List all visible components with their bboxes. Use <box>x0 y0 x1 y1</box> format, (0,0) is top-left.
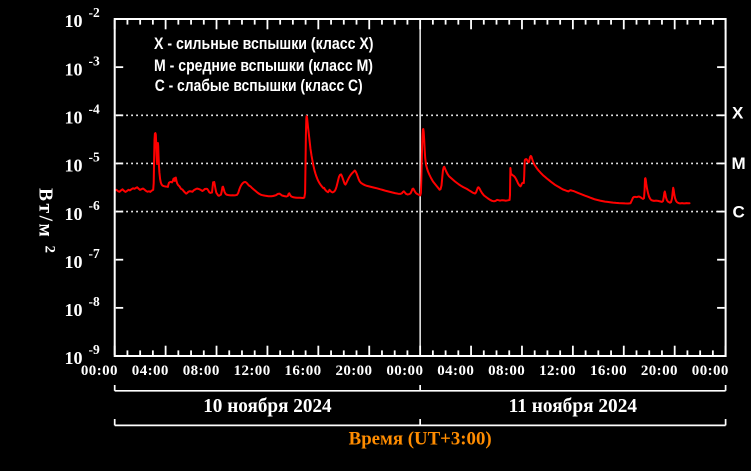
svg-text:20:00: 20:00 <box>335 363 372 379</box>
svg-text:-3: -3 <box>89 53 100 68</box>
svg-text:10: 10 <box>65 11 83 31</box>
svg-text:-2: -2 <box>89 5 100 20</box>
svg-text:X: X <box>732 104 744 123</box>
svg-text:08:00: 08:00 <box>183 363 220 379</box>
svg-text:X - сильные вспышки (класс X): X - сильные вспышки (класс X) <box>154 35 374 53</box>
svg-text:00:00: 00:00 <box>81 363 118 379</box>
svg-text:M - средние вспышки (класс M): M - средние вспышки (класс M) <box>154 57 373 75</box>
svg-text:10: 10 <box>65 348 83 368</box>
svg-text:10: 10 <box>65 204 83 224</box>
svg-text:16:00: 16:00 <box>285 363 322 379</box>
svg-text:10: 10 <box>65 252 83 272</box>
svg-text:04:00: 04:00 <box>132 363 169 379</box>
svg-text:00:00: 00:00 <box>386 363 423 379</box>
svg-text:-4: -4 <box>89 101 100 116</box>
svg-text:-5: -5 <box>89 150 100 165</box>
svg-text:20:00: 20:00 <box>641 363 678 379</box>
svg-text:C: C <box>733 203 745 222</box>
svg-text:10 ноября 2024: 10 ноября 2024 <box>203 395 331 417</box>
svg-text:10: 10 <box>65 59 83 79</box>
svg-text:10: 10 <box>65 300 83 320</box>
svg-text:Время (UT+3:00): Время (UT+3:00) <box>349 430 492 450</box>
svg-text:10: 10 <box>65 156 83 176</box>
svg-text:-6: -6 <box>89 198 100 213</box>
svg-text:11 ноября 2024: 11 ноября 2024 <box>509 395 637 417</box>
svg-text:-8: -8 <box>89 294 100 309</box>
svg-text:12:00: 12:00 <box>539 363 576 379</box>
svg-text:M: M <box>732 154 746 173</box>
svg-text:04:00: 04:00 <box>437 363 474 379</box>
svg-text:08:00: 08:00 <box>488 363 525 379</box>
svg-text:10: 10 <box>65 107 83 127</box>
svg-text:00:00: 00:00 <box>692 363 729 379</box>
svg-text:C - слабые вспышки (класс C): C - слабые вспышки (класс C) <box>155 77 363 95</box>
svg-text:12:00: 12:00 <box>234 363 271 379</box>
svg-text:-9: -9 <box>89 342 100 357</box>
svg-text:Вт/м 2: Вт/м 2 <box>35 188 58 256</box>
svg-text:-7: -7 <box>89 246 100 261</box>
svg-text:16:00: 16:00 <box>590 363 627 379</box>
